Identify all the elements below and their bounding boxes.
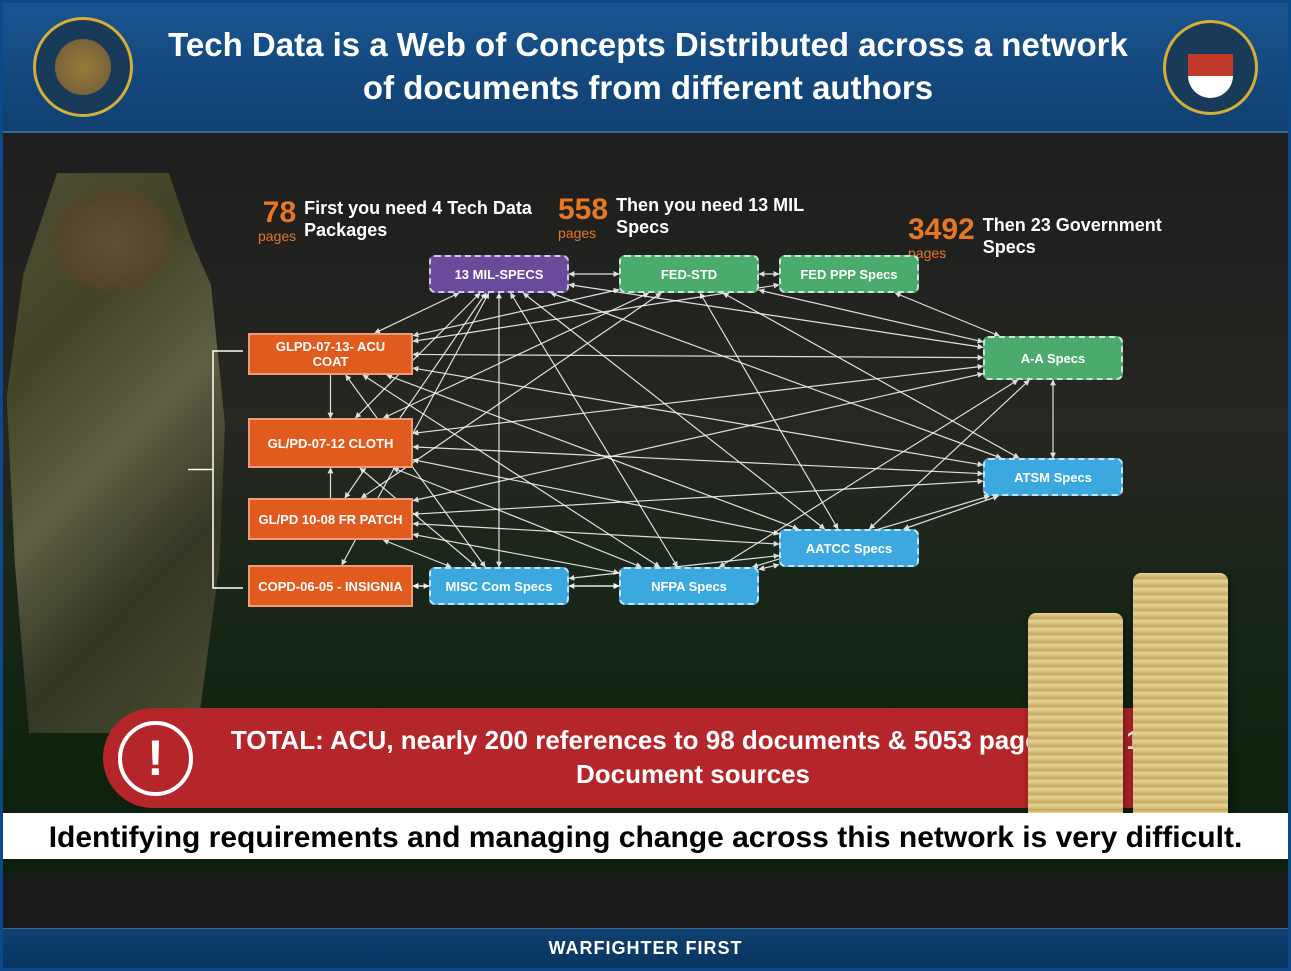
node-insignia: COPD-06-05 - INSIGNIA	[248, 565, 413, 607]
node-misc: MISC Com Specs	[429, 567, 569, 605]
step-pages-label: pages	[558, 225, 608, 241]
exclamation-icon: !	[118, 721, 193, 796]
node-acu_coat: GLPD-07-13- ACU COAT	[248, 333, 413, 375]
dod-seal-icon	[33, 17, 133, 117]
step-label-1: 78pages First you need 4 Tech Data Packag…	[258, 198, 534, 244]
node-aa_specs: A-A Specs	[983, 336, 1123, 380]
node-aatcc: AATCC Specs	[779, 529, 919, 567]
footer-bar: WARFIGHTER FIRST	[3, 928, 1288, 968]
paper-stack-icon	[1028, 573, 1238, 833]
step-pages-label: pages	[258, 228, 296, 244]
step-page-count: 3492	[908, 215, 975, 245]
node-fr_patch: GL/PD 10-08 FR PATCH	[248, 498, 413, 540]
step-label-3: 3492pagesThen 23 Government Specs	[908, 215, 1213, 261]
node-cloth: GL/PD-07-12 CLOTH	[248, 418, 413, 468]
footer-text: WARFIGHTER FIRST	[549, 938, 743, 959]
callout-text: TOTAL: ACU, nearly 200 references to 98 …	[218, 724, 1168, 792]
diagram-canvas: 78pagesFirst you need 4 Tech Data Packag…	[3, 133, 1288, 873]
soldier-silhouette-icon	[3, 173, 253, 733]
agency-seal-icon	[1163, 20, 1258, 115]
step-label-2: 558pages Then you need 13 MIL Specs	[558, 195, 846, 241]
step-page-count: 558	[558, 195, 608, 225]
step-page-count: 78	[258, 198, 296, 228]
node-fed_std: FED-STD	[619, 255, 759, 293]
node-atsm: ATSM Specs	[983, 458, 1123, 496]
page-title: Tech Data is a Web of Concepts Distribut…	[133, 24, 1163, 110]
subtitle-text: Identifying requirements and managing ch…	[3, 813, 1288, 859]
node-mil_specs: 13 MIL-SPECS	[429, 255, 569, 293]
step-description: Then 23 Government Specs	[983, 215, 1213, 258]
node-fed_ppp: FED PPP Specs	[779, 255, 919, 293]
header-bar: Tech Data is a Web of Concepts Distribut…	[3, 3, 1288, 133]
node-nfpa: NFPA Specs	[619, 567, 759, 605]
step-description: First you need 4 Tech Data Packages	[304, 198, 534, 241]
step-description: Then you need 13 MIL Specs	[616, 195, 846, 238]
